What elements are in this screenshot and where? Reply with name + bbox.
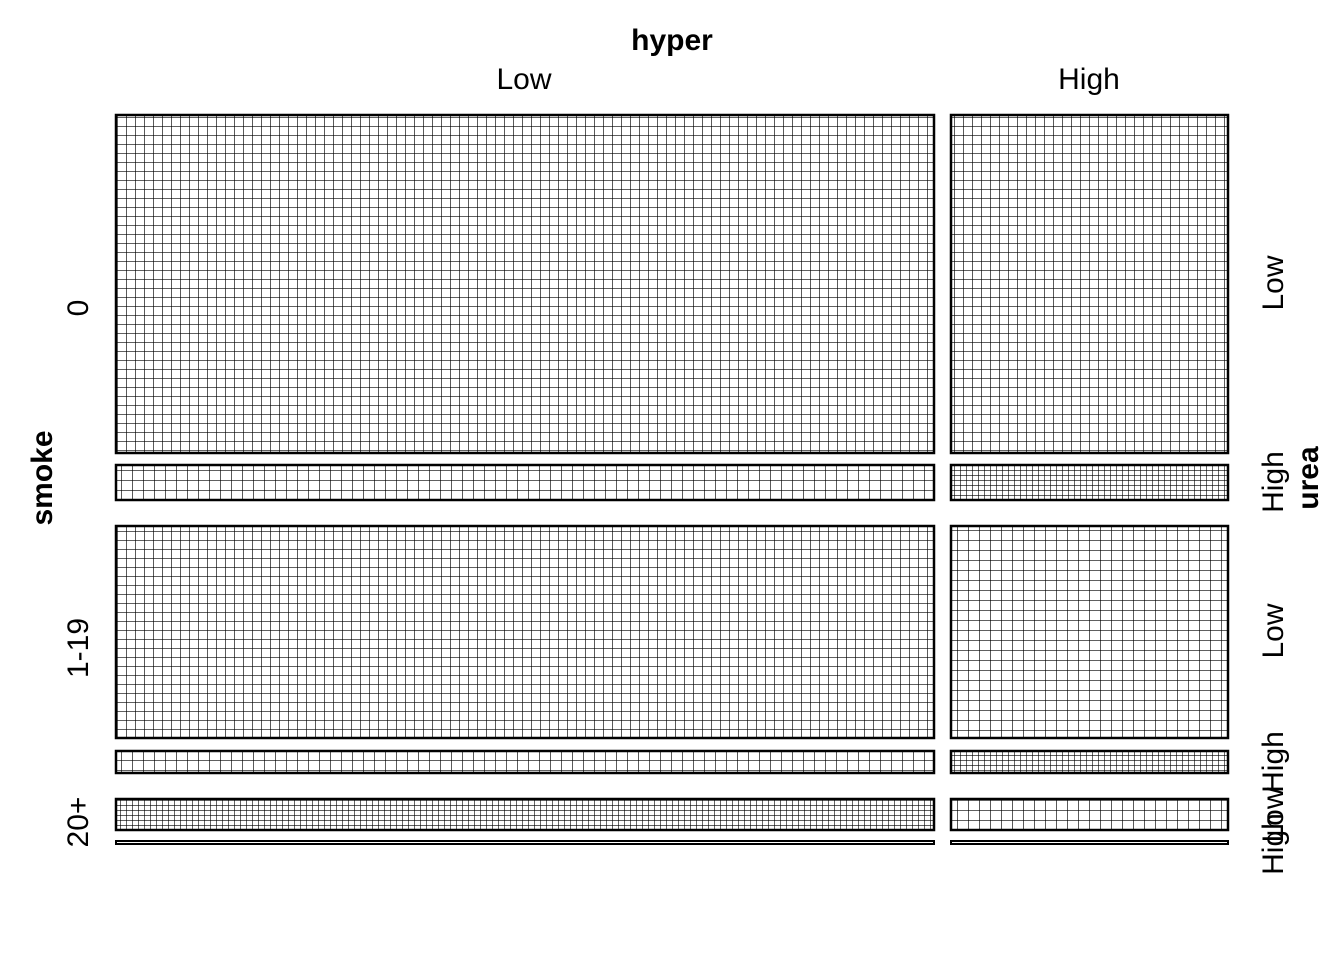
z-tick-high-smoke0: High bbox=[1257, 451, 1290, 513]
tile-hyperhigh-smoke1-19-urealow bbox=[949, 524, 1230, 740]
y-tick-20plus: 20+ bbox=[62, 797, 95, 848]
tile-hyperhigh-smoke0-urealow bbox=[949, 113, 1230, 455]
z-tick-low-smoke20plus: Low bbox=[1257, 787, 1290, 842]
z-tick-low-smoke0: Low bbox=[1257, 255, 1290, 310]
z-tick-high-smoke1-19: High bbox=[1257, 731, 1290, 793]
z-tick-low-smoke1-19: Low bbox=[1257, 603, 1290, 658]
x-axis-title: hyper bbox=[631, 24, 713, 57]
tile-hyperhigh-smoke20plus-urealow bbox=[949, 797, 1230, 832]
tile-hyperlow-smoke1-19-urealow bbox=[114, 524, 936, 740]
x-tick-low: Low bbox=[496, 63, 551, 96]
z-axis-title: urea bbox=[1292, 446, 1325, 510]
tile-hyperlow-smoke1-19-ureahigh bbox=[114, 749, 936, 775]
z-tick-high-smoke20plus: High bbox=[1257, 813, 1290, 875]
x-tick-high: High bbox=[1058, 63, 1120, 96]
tile-hyperhigh-smoke0-ureahigh bbox=[949, 463, 1230, 502]
y-axis-title: smoke bbox=[26, 430, 59, 525]
tile-hyperlow-smoke20plus-ureahigh bbox=[115, 840, 935, 845]
tile-hyperlow-smoke20plus-urealow bbox=[114, 797, 936, 832]
y-tick-1-19: 1-19 bbox=[62, 618, 95, 678]
tile-hyperhigh-smoke20plus-ureahigh bbox=[950, 840, 1229, 845]
y-tick-0: 0 bbox=[62, 300, 95, 317]
tile-hyperlow-smoke0-urealow bbox=[114, 113, 936, 455]
tile-hyperlow-smoke0-ureahigh bbox=[114, 463, 936, 502]
tile-hyperhigh-smoke1-19-ureahigh bbox=[949, 749, 1230, 775]
